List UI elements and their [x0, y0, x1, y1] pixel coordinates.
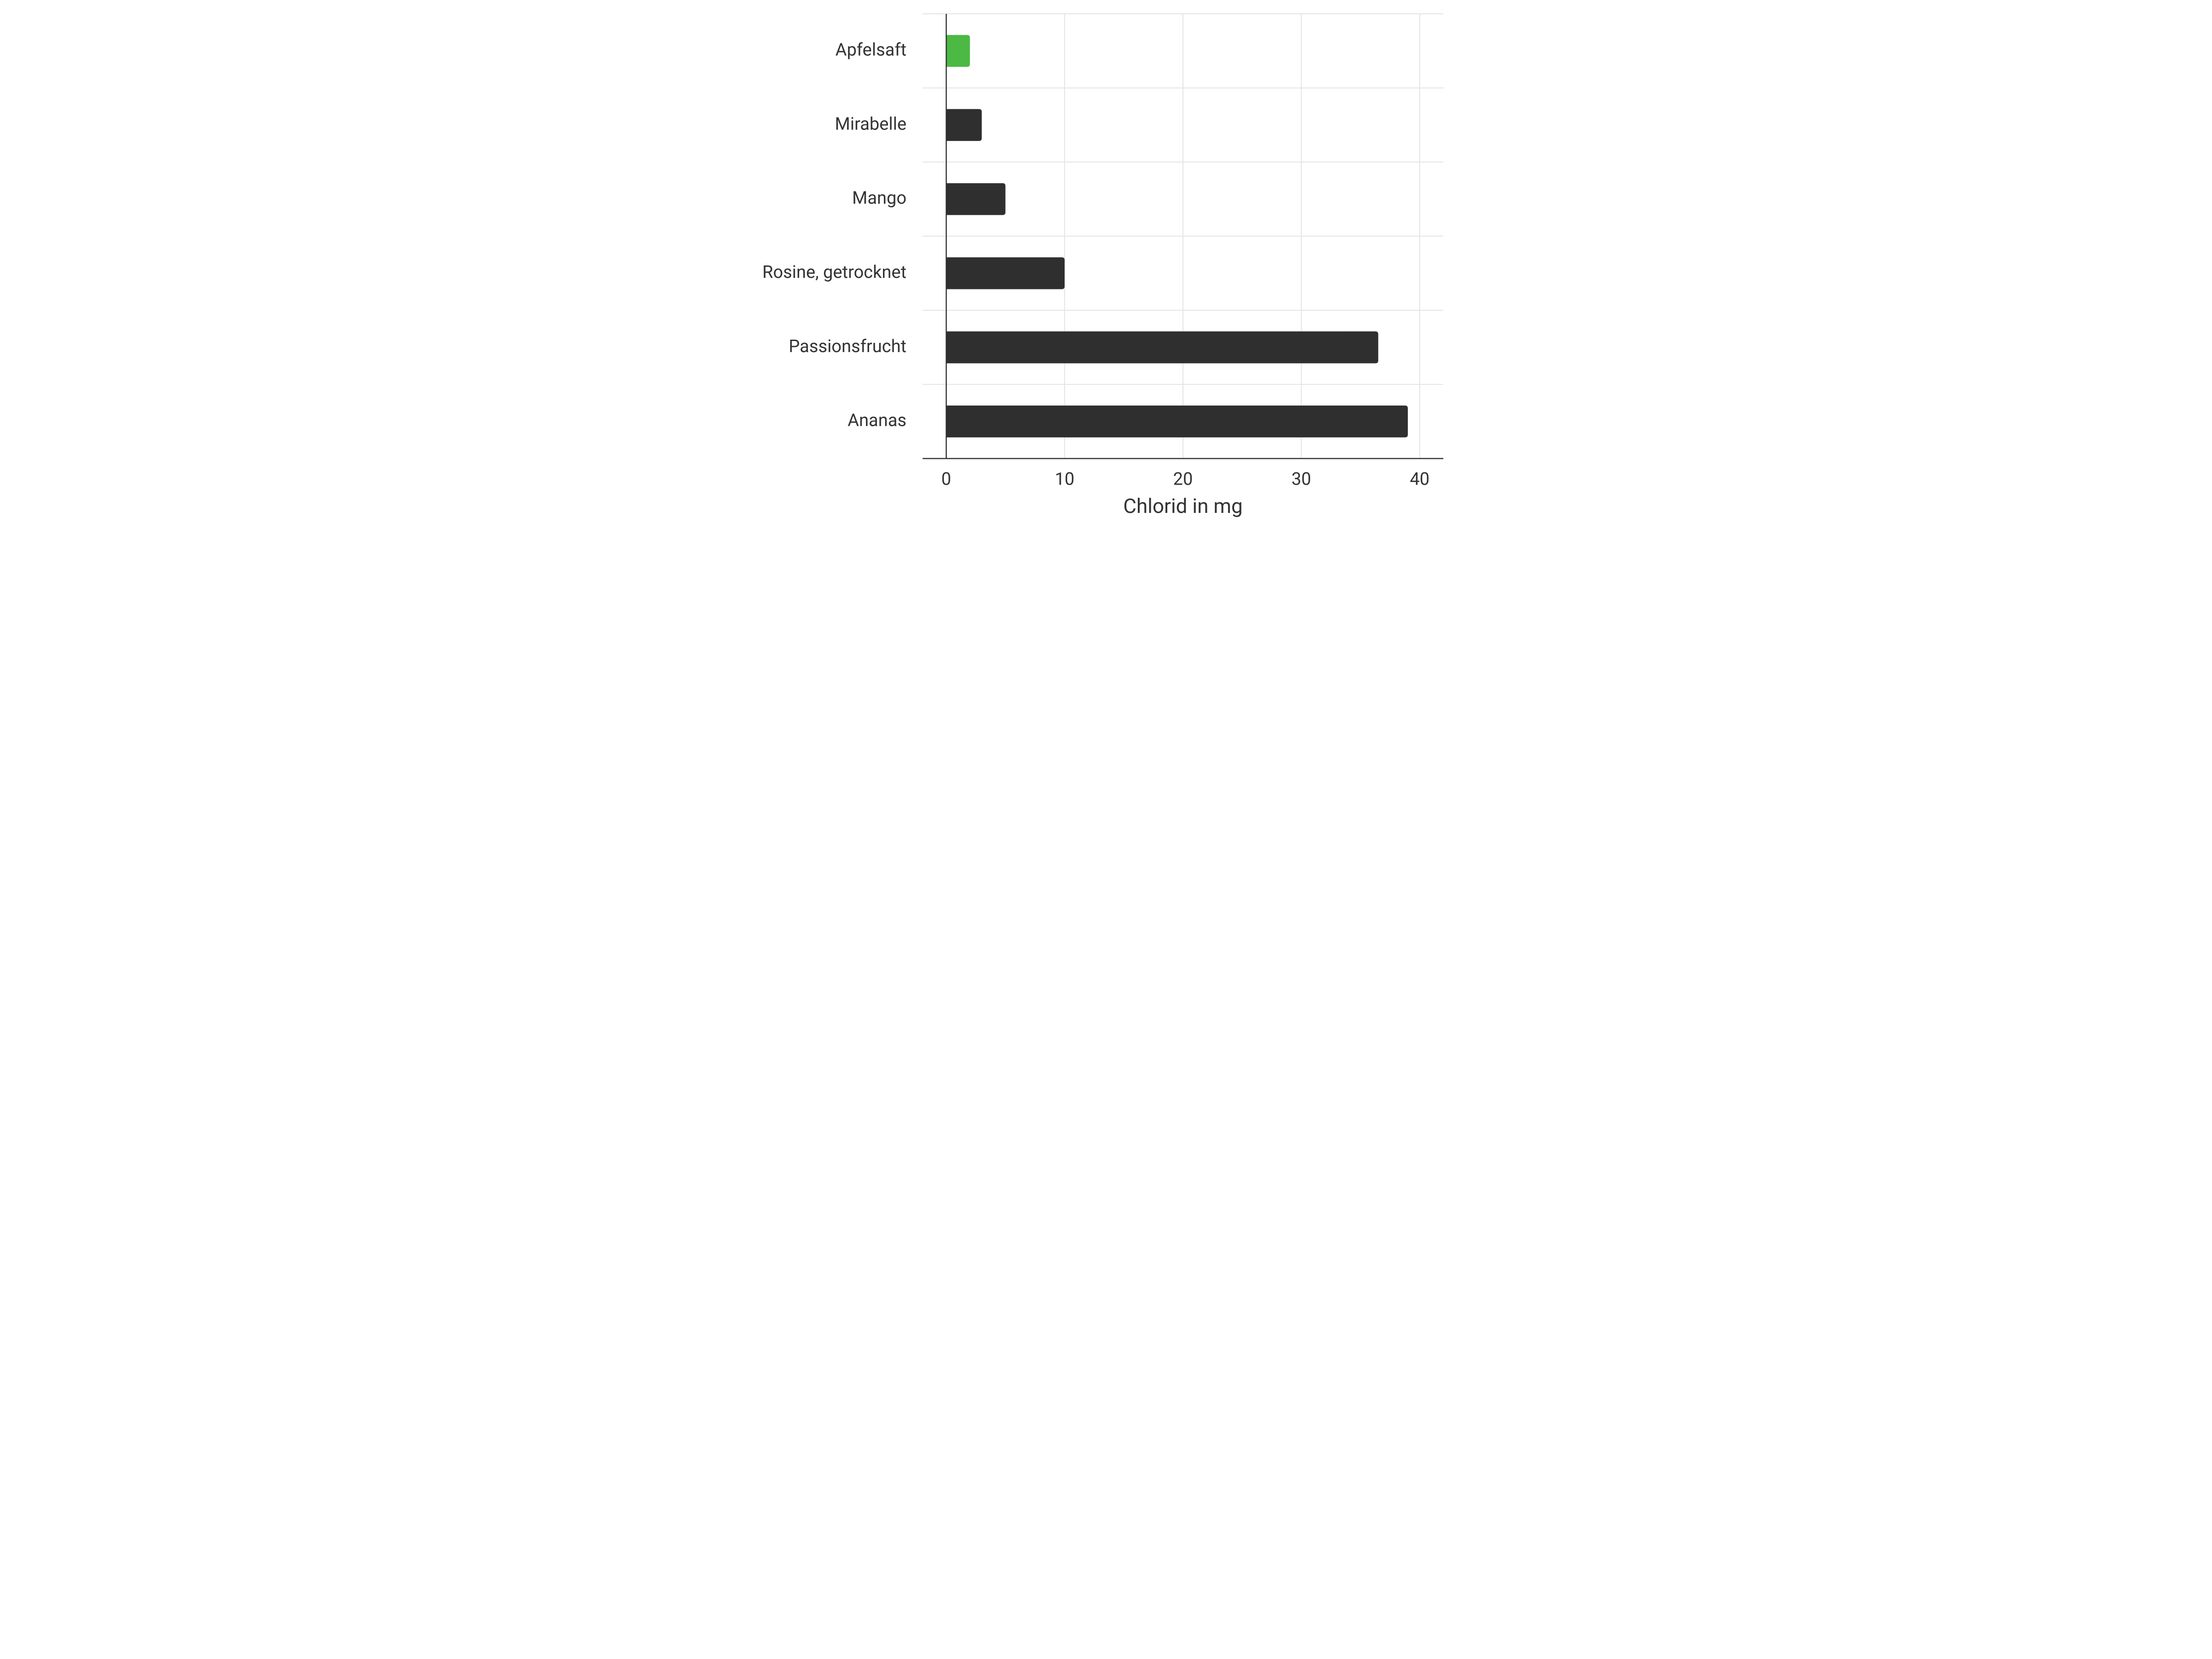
x-tick-label: 30 — [1291, 469, 1311, 489]
bar — [946, 257, 1065, 289]
bar — [946, 183, 1005, 215]
y-tick-label: Mango — [852, 188, 906, 208]
bar — [946, 109, 982, 141]
bar — [946, 331, 1378, 363]
x-tick-label: 0 — [941, 469, 951, 489]
bar-chart: 0 10 20 30 40 Apfelsaft Mirabelle Mango Rosine, … — [752, 0, 1460, 531]
x-tick-label: 40 — [1410, 469, 1430, 489]
y-tick-label: Ananas — [847, 411, 906, 431]
bar — [946, 406, 1408, 437]
bar — [946, 35, 970, 67]
y-tick-label: Rosine, getrocknet — [762, 262, 906, 282]
x-tick-label: 10 — [1055, 469, 1075, 489]
y-tick-label: Passionsfrucht — [789, 336, 906, 357]
y-tick-label: Mirabelle — [835, 114, 906, 134]
x-axis-title: Chlorid in mg — [1123, 494, 1242, 518]
chart-container: 0 10 20 30 40 Apfelsaft Mirabelle Mango Rosine, … — [752, 0, 1460, 531]
y-tick-label: Apfelsaft — [835, 40, 906, 60]
x-tick-label: 20 — [1173, 469, 1193, 489]
